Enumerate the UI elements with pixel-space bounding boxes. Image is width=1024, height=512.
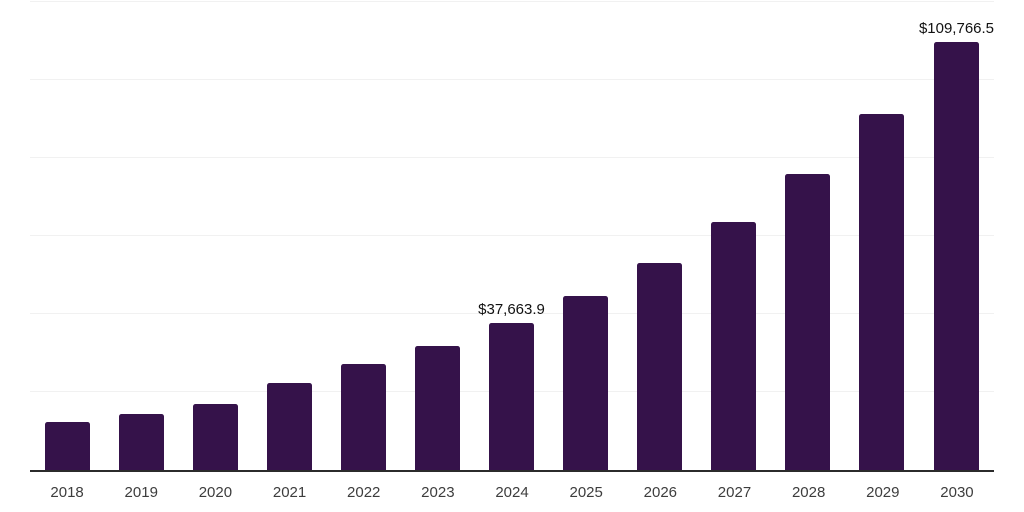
bar-value-label: $37,663.9	[478, 301, 545, 319]
gridline	[30, 79, 994, 80]
x-tick-label-2030: 2030	[940, 484, 974, 501]
bar-slot: $109,766.5	[919, 0, 994, 470]
x-tick-label-2029: 2029	[866, 484, 900, 501]
bar-slot: $37,663.9	[474, 0, 548, 470]
bar-slot	[30, 0, 104, 470]
gridline	[30, 235, 994, 236]
x-axis: 2018 2019 2020 2021 2022 2023 2024 2025 2026 2027…	[30, 485, 994, 505]
x-tick-label-2027: 2027	[717, 484, 752, 501]
x-tick-label-2028: 2028	[791, 484, 826, 501]
bar-2021	[266, 383, 312, 470]
x-tick-label-2024: 2024	[495, 484, 529, 501]
bar-slot	[845, 0, 919, 470]
gridline	[30, 1, 994, 2]
bar-slot	[549, 0, 623, 470]
bar-value-label: $109,766.5	[918, 19, 995, 37]
bar-2022	[340, 364, 386, 470]
bar-slot	[104, 0, 178, 470]
x-axis-line	[30, 470, 994, 472]
bar-slot	[252, 0, 326, 470]
bar-2028	[785, 174, 831, 470]
x-tick-label-2026: 2026	[643, 484, 678, 501]
x-tick-label-2019: 2019	[124, 484, 158, 501]
x-tick-label-2020: 2020	[198, 484, 233, 501]
gridline	[30, 313, 994, 314]
bar-2026	[637, 262, 683, 470]
bar-2025	[563, 296, 609, 470]
bar-slot	[178, 0, 252, 470]
bar-slot	[623, 0, 697, 470]
bar-slot	[400, 0, 474, 470]
bar-2018	[44, 422, 90, 470]
bar-slot	[771, 0, 845, 470]
bar-2020	[192, 404, 238, 470]
bar-2024	[489, 323, 534, 470]
plot-area: $37,663.9 $109,766.5	[30, 0, 994, 470]
bar-slots: $37,663.9 $109,766.5	[30, 0, 994, 470]
x-tick-label-2021: 2021	[272, 484, 307, 501]
bar-slot	[697, 0, 771, 470]
bar-2023	[414, 345, 460, 470]
bar-slot	[326, 0, 400, 470]
bar-2030	[933, 41, 979, 470]
bar-2027	[711, 222, 757, 470]
bar-2029	[859, 114, 905, 470]
x-tick-label-2025: 2025	[569, 484, 603, 501]
x-tick-label-2018: 2018	[50, 484, 84, 501]
x-tick-label-2022: 2022	[347, 484, 381, 501]
gridline	[30, 157, 994, 158]
bar-2019	[118, 414, 164, 470]
x-tick-label-2023: 2023	[421, 484, 455, 501]
